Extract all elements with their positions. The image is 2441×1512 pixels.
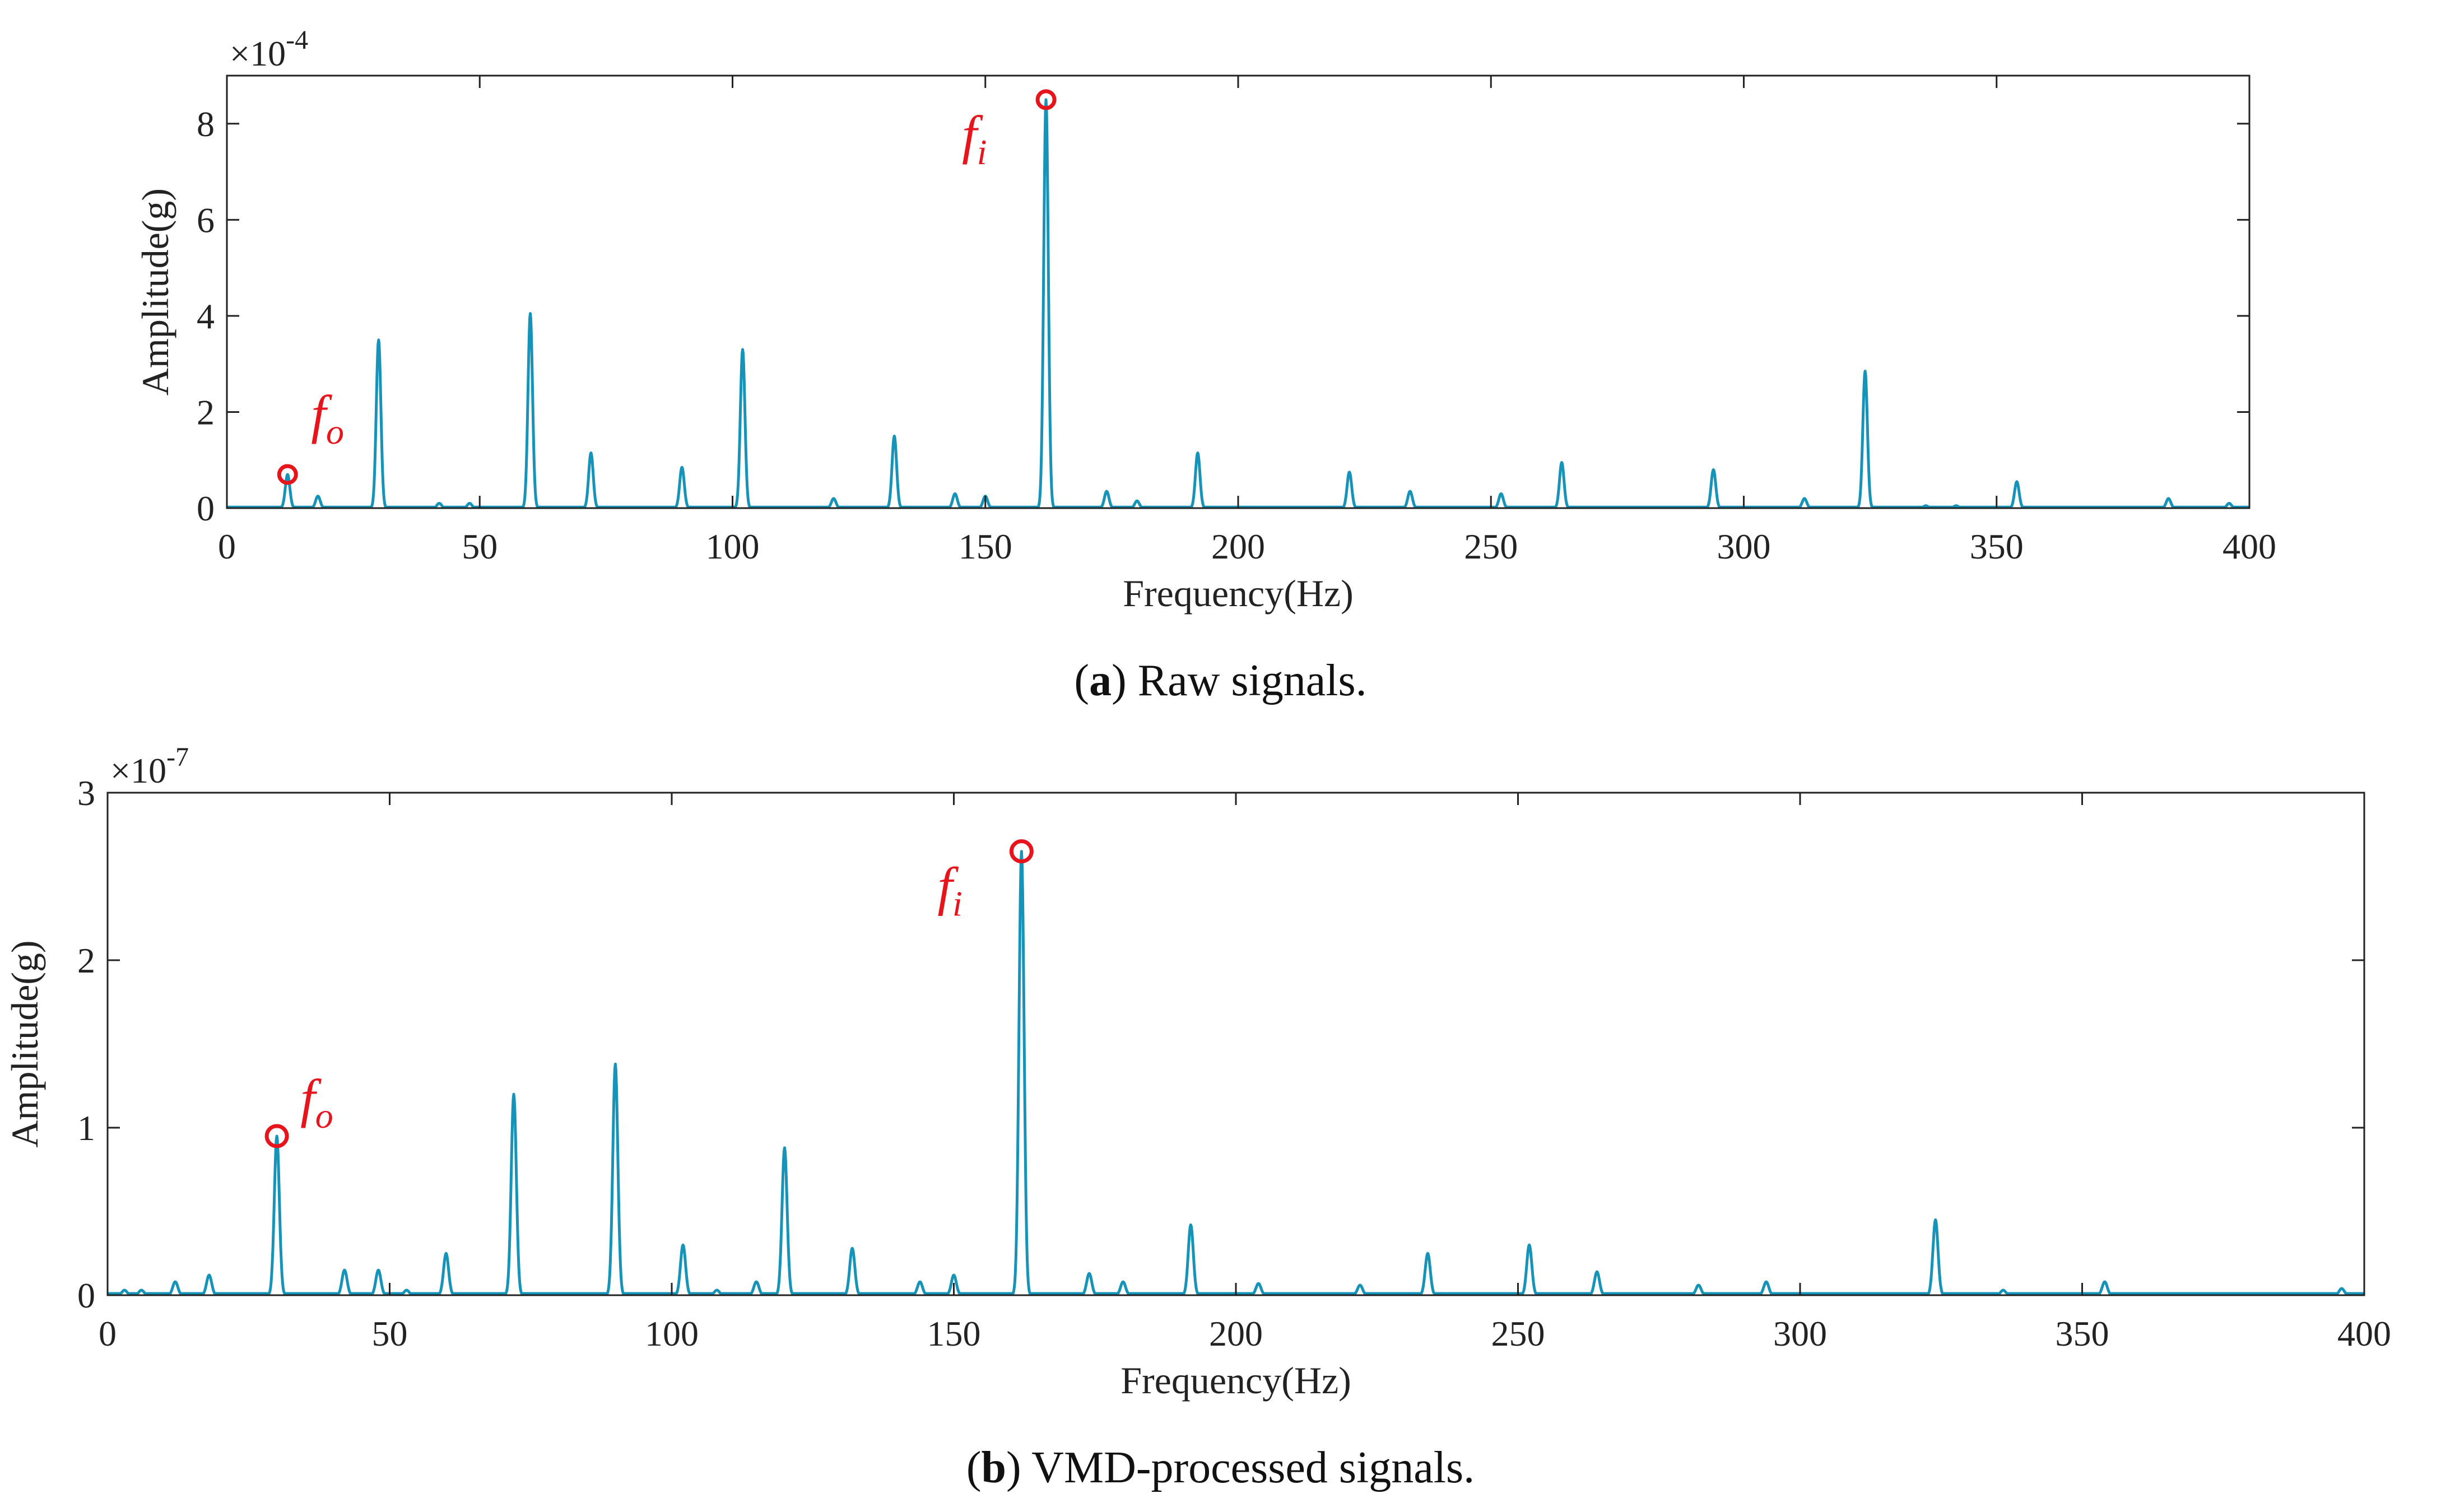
chart-a-x-tick-label: 250 (1464, 527, 1518, 566)
chart-b-x-axis-label: Frequency(Hz) (1120, 1359, 1351, 1402)
caption-b: (b) VMD-processed signals. (966, 1443, 1475, 1492)
chart-b-marker-fi (1009, 839, 1034, 864)
chart-a-marker-fi (1035, 89, 1057, 110)
chart-b-plot-frame (106, 792, 2365, 1296)
chart-b-x-tick-label: 0 (99, 1314, 117, 1353)
chart-a-x-tick-label: 100 (706, 527, 760, 566)
chart-a-x-axis-label: Frequency(Hz) (1123, 572, 1354, 615)
chart-b-x-tick-label: 50 (372, 1314, 408, 1353)
chart-b-marker-fo (264, 1124, 289, 1148)
chart-b-series-line (106, 850, 2365, 1295)
chart-b-y-exponent: ×10-7 (110, 742, 189, 790)
chart-a-x-tick-label: 0 (218, 527, 236, 566)
chart-a-y-exponent: ×10-4 (230, 25, 308, 73)
chart-b-y-tick-label: 1 (77, 1108, 95, 1148)
chart-a-x-tick-label: 150 (959, 527, 1012, 566)
caption-b-text: VMD-processed signals. (1031, 1443, 1475, 1492)
chart-b-x-tick-label: 250 (1491, 1314, 1545, 1353)
chart-a-x-tick-label: 50 (462, 527, 498, 566)
chart-a-y-tick-label: 6 (197, 200, 215, 240)
chart-b: 0 50 100 150 200 250 300 350 400 0 1 2 3 ×10-7 Frequen… (3, 742, 2391, 1402)
chart-b-x-tick-label: 350 (2056, 1314, 2109, 1353)
caption-a-letter: a (1089, 656, 1112, 705)
chart-a-marker-fo (277, 464, 298, 485)
caption-a-text: Raw signals. (1137, 656, 1367, 705)
chart-b-x-tick-label: 400 (2337, 1314, 2391, 1353)
chart-a-x-tick-label: 350 (1970, 527, 2024, 566)
chart-a-y-axis-label: Amplitude(g) (134, 188, 176, 396)
chart-b-x-tick-label: 150 (927, 1314, 981, 1353)
chart-a-plot-frame (226, 75, 2251, 509)
chart-a: 0 50 100 150 200 250 300 350 400 0 2 4 6 8 ×10-4 Freque… (134, 25, 2276, 615)
chart-a-label-fo: fo (311, 384, 344, 452)
chart-b-x-tick-label: 300 (1773, 1314, 1827, 1353)
chart-a-y-tick-label: 2 (197, 392, 215, 432)
chart-a-series-line (226, 98, 2251, 509)
caption-a: (a) Raw signals. (1074, 656, 1367, 705)
caption-b-letter: b (981, 1443, 1006, 1492)
chart-b-y-tick-label: 0 (77, 1276, 95, 1315)
chart-b-y-tick-label: 3 (77, 773, 95, 813)
chart-a-x-tick-label: 400 (2223, 527, 2276, 566)
chart-a-label-fi: fi (962, 105, 987, 172)
chart-a-x-tick-label: 200 (1211, 527, 1265, 566)
chart-b-y-axis-label: Amplitude(g) (3, 940, 46, 1147)
chart-a-x-tick-label: 300 (1717, 527, 1771, 566)
chart-b-x-tick-label: 200 (1209, 1314, 1263, 1353)
chart-a-y-tick-label: 4 (197, 296, 215, 336)
chart-a-y-tick-label: 8 (197, 104, 215, 144)
chart-a-y-tick-label: 0 (197, 489, 215, 528)
chart-b-label-fo: fo (300, 1068, 333, 1136)
chart-b-label-fi: fi (937, 857, 962, 924)
chart-b-x-tick-label: 100 (645, 1314, 699, 1353)
chart-b-y-tick-label: 2 (77, 941, 95, 980)
